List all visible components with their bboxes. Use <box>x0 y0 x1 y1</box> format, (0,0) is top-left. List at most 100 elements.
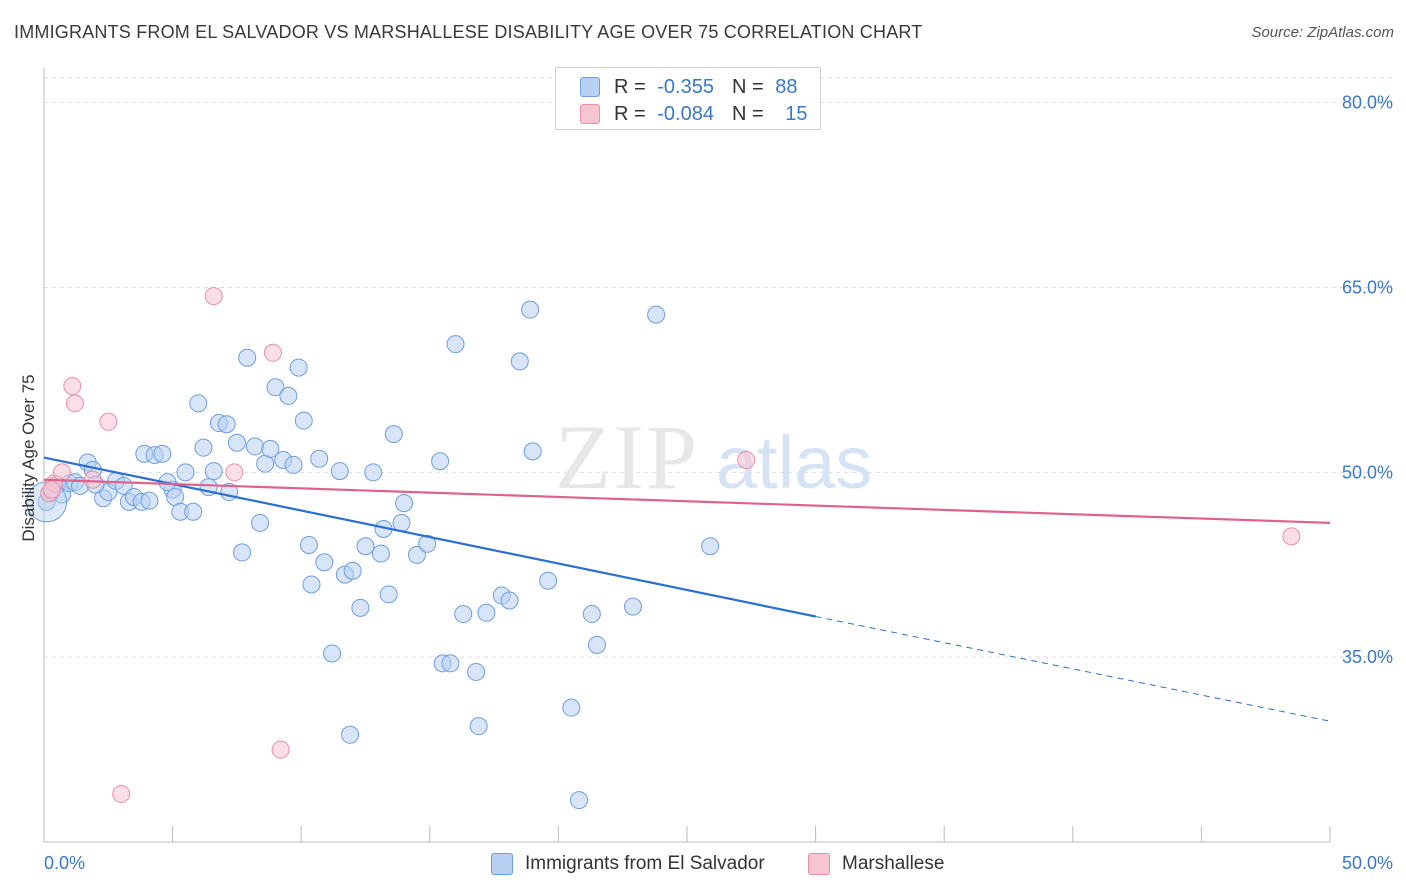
trend-line-marshallese <box>43 478 1331 524</box>
data-point-el-salvador <box>539 571 558 590</box>
legend-swatch-pink <box>580 104 600 124</box>
data-point-el-salvador <box>510 352 529 371</box>
data-point-el-salvador <box>371 544 390 563</box>
data-point-el-salvador <box>238 348 257 367</box>
data-point-el-salvador <box>407 545 426 564</box>
y-tick-label: 35.0% <box>1342 647 1393 667</box>
data-point-el-salvador <box>299 536 318 555</box>
bottom-legend-marshallese: Marshallese <box>808 852 944 876</box>
data-point-el-salvador <box>343 561 362 580</box>
data-point-el-salvador <box>582 605 601 624</box>
data-point-el-salvador <box>477 603 496 622</box>
grid-lines <box>44 77 1394 658</box>
x-tick-label: 50.0% <box>1342 853 1393 873</box>
data-point-el-salvador <box>176 463 195 482</box>
legend-r-label: R = <box>614 102 646 125</box>
series-el-salvador <box>26 300 720 810</box>
data-point-el-salvador <box>140 491 159 510</box>
data-point-marshallese <box>271 740 290 759</box>
data-point-el-salvador <box>356 537 375 556</box>
data-point-marshallese <box>204 287 223 306</box>
data-point-el-salvador <box>441 654 460 673</box>
correlation-legend: R = -0.355 N = 88 R = -0.084 N = 15 <box>555 67 821 130</box>
data-point-marshallese <box>112 784 131 803</box>
data-point-el-salvador <box>217 415 236 434</box>
data-point-el-salvador <box>184 502 203 521</box>
trend-line-el-salvador-extension <box>815 616 1331 722</box>
bottom-legend-label-el-salvador: Immigrants from El Salvador <box>525 853 765 874</box>
data-point-el-salvador <box>521 300 540 319</box>
legend-n-label: N = <box>731 75 764 98</box>
trend-line-el-salvador <box>43 456 816 618</box>
data-point-el-salvador <box>284 455 303 474</box>
data-point-el-salvador <box>446 335 465 354</box>
data-point-el-salvador <box>279 386 298 405</box>
y-tick-label: 65.0% <box>1342 277 1393 297</box>
data-point-el-salvador <box>392 513 411 532</box>
legend-n-label: N = <box>731 102 764 125</box>
data-point-el-salvador <box>623 597 642 616</box>
bottom-legend-swatch-blue <box>491 853 513 875</box>
data-point-el-salvador <box>467 662 486 681</box>
y-tick-label: 80.0% <box>1342 93 1393 113</box>
series-marshallese <box>40 287 1301 803</box>
data-point-el-salvador <box>384 425 403 444</box>
data-point-marshallese <box>83 470 102 489</box>
data-point-el-salvador <box>379 585 398 604</box>
axes <box>43 68 1331 843</box>
data-point-marshallese <box>1282 527 1301 546</box>
data-point-marshallese <box>225 463 244 482</box>
data-point-el-salvador <box>194 438 213 457</box>
watermark-zip: ZIP <box>555 406 699 508</box>
data-point-marshallese <box>65 394 84 413</box>
data-point-el-salvador <box>454 605 473 624</box>
data-point-marshallese <box>737 451 756 469</box>
data-point-el-salvador <box>431 452 450 471</box>
bottom-legend-swatch-pink <box>808 853 830 875</box>
data-point-el-salvador <box>351 598 370 617</box>
data-point-el-salvador <box>153 444 172 463</box>
data-point-el-salvador <box>266 378 285 397</box>
legend-r-label: R = <box>614 75 646 98</box>
bottom-legend-el-salvador: Immigrants from El Salvador <box>491 852 765 876</box>
data-point-el-salvador <box>395 494 414 513</box>
data-point-el-salvador <box>310 449 329 468</box>
data-point-marshallese <box>99 412 118 431</box>
data-point-el-salvador <box>315 553 334 572</box>
data-point-el-salvador <box>245 437 264 456</box>
data-point-el-salvador <box>189 394 208 413</box>
data-point-el-salvador <box>330 462 349 481</box>
data-point-el-salvador <box>523 442 542 461</box>
data-point-el-salvador <box>647 305 666 324</box>
data-point-el-salvador <box>500 591 519 610</box>
data-point-el-salvador <box>294 411 313 430</box>
data-point-el-salvador <box>418 534 437 553</box>
data-point-el-salvador <box>261 439 280 458</box>
data-point-el-salvador <box>323 644 342 663</box>
legend-row-marshallese: R = -0.084 N = 15 <box>580 103 807 125</box>
bottom-legend-label-marshallese: Marshallese <box>842 853 945 874</box>
legend-n-value: 88 <box>775 75 798 98</box>
legend-swatch-blue <box>580 77 600 97</box>
chart-title: IMMIGRANTS FROM EL SALVADOR VS MARSHALLE… <box>14 22 923 42</box>
data-point-el-salvador <box>341 725 360 744</box>
data-point-el-salvador <box>289 358 308 377</box>
data-point-el-salvador <box>701 537 720 556</box>
data-point-el-salvador <box>204 462 223 481</box>
data-point-el-salvador <box>302 575 321 594</box>
data-point-marshallese <box>263 343 282 362</box>
legend-r-value: -0.355 <box>657 75 714 98</box>
chart-source: Source: ZipAtlas.com <box>1251 24 1394 41</box>
data-point-el-salvador <box>233 543 252 562</box>
trend-lines <box>43 456 1331 722</box>
legend-row-el-salvador: R = -0.355 N = 88 <box>580 76 797 98</box>
data-point-el-salvador <box>364 463 383 482</box>
data-point-el-salvador <box>227 433 246 452</box>
y-axis-label: Disability Age Over 75 <box>19 374 38 541</box>
tick-labels: 35.0% 50.0% 65.0% 80.0% 0.0% 50.0% <box>44 93 1393 873</box>
y-tick-label: 50.0% <box>1342 462 1393 482</box>
data-point-el-salvador <box>562 698 581 717</box>
watermark: ZIP atlas <box>555 406 872 508</box>
data-point-el-salvador <box>469 717 488 736</box>
